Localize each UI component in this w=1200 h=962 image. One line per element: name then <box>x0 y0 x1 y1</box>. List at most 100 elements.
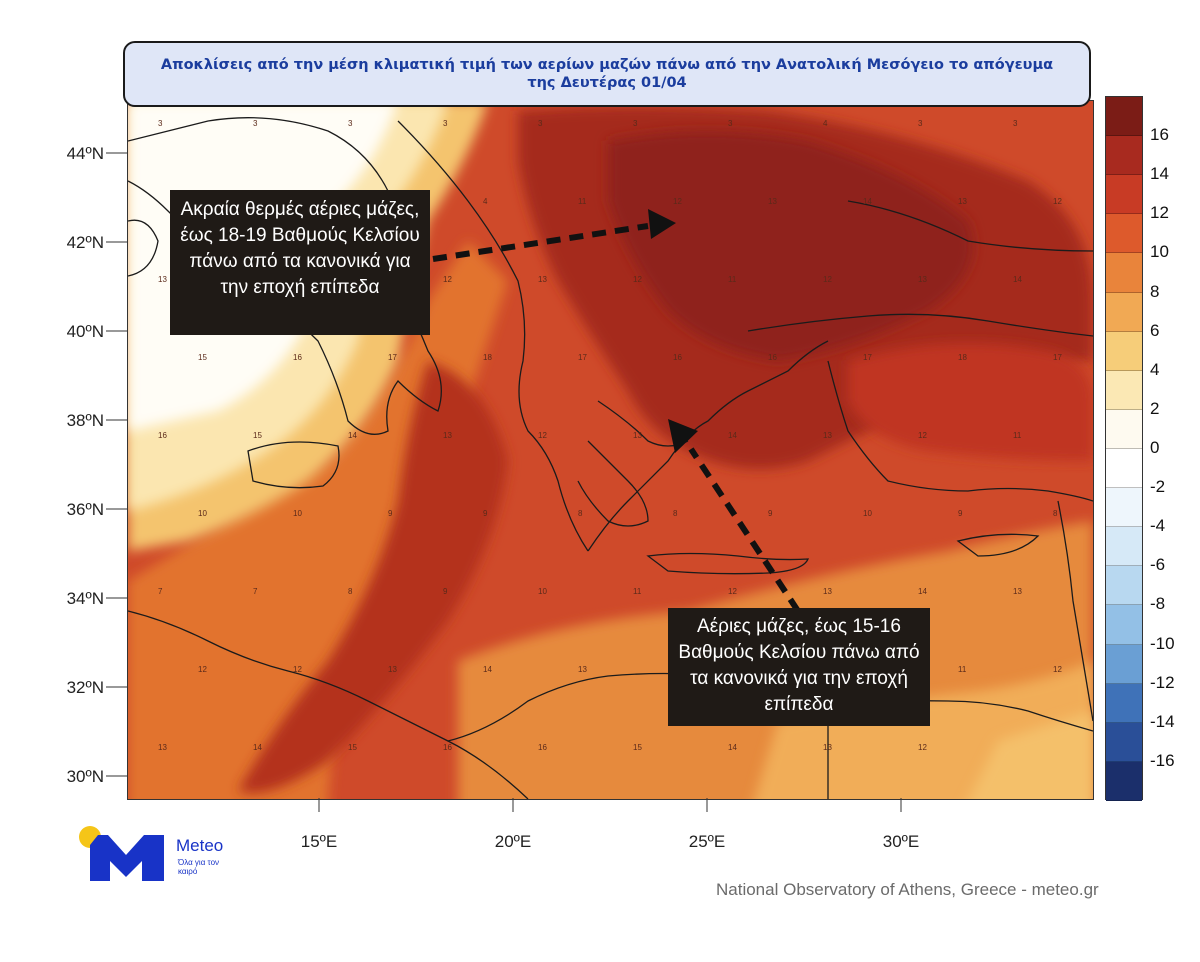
map-value-label: 13 <box>823 431 832 440</box>
colorbar-label: -4 <box>1150 516 1166 536</box>
map-value-label: 11 <box>1013 431 1022 440</box>
map-value-label: 12 <box>673 197 682 206</box>
map-value-label: 10 <box>198 509 207 518</box>
map-value-label: 16 <box>443 743 452 752</box>
map-title: Αποκλίσεις από την μέση κλιματική τιμή τ… <box>123 41 1091 107</box>
colorbar-label: 16 <box>1150 125 1169 145</box>
map-title-text: Αποκλίσεις από την μέση κλιματική τιμή τ… <box>160 57 1054 91</box>
map-value-label: 12 <box>918 431 927 440</box>
map-value-label: 13 <box>1013 587 1022 596</box>
map-value-label: 14 <box>483 665 492 674</box>
map-value-label: 8 <box>1053 509 1058 518</box>
map-value-label: 14 <box>728 431 737 440</box>
arrow-to-aegean <box>668 419 801 613</box>
anomaly-4-6-region <box>969 711 1093 799</box>
map-value-label: 16 <box>293 353 302 362</box>
colorbar-segment <box>1106 214 1142 254</box>
map-value-label: 13 <box>158 275 167 284</box>
colorbar-label: 0 <box>1150 438 1160 457</box>
colorbar-segment <box>1106 253 1142 293</box>
colorbar-label: 6 <box>1150 320 1160 340</box>
map-value-label: 14 <box>253 743 262 752</box>
colorbar-segment <box>1106 488 1142 528</box>
map-value-label: 11 <box>728 275 737 284</box>
colorbar-label: -12 <box>1150 672 1175 692</box>
logo-tagline: Όλα για τον καιρό <box>178 858 220 876</box>
map-value-label: 16 <box>158 431 167 440</box>
colorbar-segment <box>1106 97 1142 137</box>
anomaly-13-turkey <box>848 343 1093 461</box>
colorbar-segment <box>1106 136 1142 176</box>
map-value-label: 13 <box>388 665 397 674</box>
map-value-label: 4 <box>483 197 488 206</box>
anomaly-10-12-region <box>128 241 508 799</box>
map-value-label: 9 <box>388 509 393 518</box>
colorbar-segment <box>1106 331 1142 371</box>
callout-extreme-warm-text: Ακραία θερμές αέριες μάζες, έως 18-19 Βα… <box>180 199 420 298</box>
map-value-label: 8 <box>578 509 583 518</box>
map-value-label: 14 <box>863 197 872 206</box>
arrowhead-balkans <box>648 209 676 239</box>
map-value-label: 16 <box>538 743 547 752</box>
colorbar-label: 2 <box>1150 398 1160 418</box>
map-value-label: 10 <box>293 509 302 518</box>
map-value-label: 15 <box>348 743 357 752</box>
map-value-label: 14 <box>728 743 737 752</box>
lon-label-30: 30ºE <box>882 832 920 851</box>
map-value-label: 3 <box>538 119 543 128</box>
map-value-label: 3 <box>633 119 638 128</box>
map-value-label: 17 <box>388 353 397 362</box>
lat-label-42: 42ºN <box>66 233 104 252</box>
arrowhead-aegean <box>668 419 698 453</box>
map-value-label: 17 <box>1053 353 1062 362</box>
meteo-logo <box>79 826 164 881</box>
colorbar-segment <box>1106 370 1142 410</box>
map-value-label: 3 <box>348 119 353 128</box>
credit-text: National Observatory of Athens, Greece -… <box>716 880 1099 899</box>
lat-label-38: 38ºN <box>66 411 104 430</box>
map-value-label: 8 <box>673 509 678 518</box>
map-value-label: 12 <box>823 275 832 284</box>
map-value-label: 9 <box>958 509 963 518</box>
colorbar-segment <box>1106 566 1142 606</box>
colorbar <box>1105 96 1143 801</box>
map-value-label: 3 <box>728 119 733 128</box>
lat-label-36: 36ºN <box>66 500 104 519</box>
lon-tick-marks <box>318 798 902 812</box>
map-value-label: 11 <box>578 197 587 206</box>
anomaly-14-south-band <box>238 361 508 793</box>
map-value-label: 17 <box>863 353 872 362</box>
callout-extreme-warm: Ακραία θερμές αέριες μάζες, έως 18-19 Βα… <box>170 190 430 335</box>
lat-label-30: 30ºN <box>66 767 104 786</box>
map-value-label: 3 <box>253 119 258 128</box>
map-value-label: 12 <box>293 665 302 674</box>
map-value-label: 13 <box>633 431 642 440</box>
map-value-label: 11 <box>958 665 967 674</box>
colorbar-segment <box>1106 644 1142 684</box>
map-value-label: 13 <box>538 275 547 284</box>
lat-label-32: 32ºN <box>66 678 104 697</box>
map-value-label: 12 <box>918 743 927 752</box>
map-value-label: 12 <box>538 431 547 440</box>
map-value-label: 14 <box>918 587 927 596</box>
map-value-label: 3 <box>158 119 163 128</box>
map-value-label: 17 <box>578 353 587 362</box>
colorbar-segment <box>1106 292 1142 332</box>
lat-label-40: 40ºN <box>66 322 104 341</box>
map-value-label: 12 <box>728 587 737 596</box>
colorbar-label: -2 <box>1150 477 1166 497</box>
map-value-label: 7 <box>253 587 258 596</box>
lat-label-34: 34ºN <box>66 589 104 608</box>
colorbar-segment <box>1106 761 1142 801</box>
map-value-label: 14 <box>348 431 357 440</box>
colorbar-label: -10 <box>1150 633 1175 653</box>
map-value-label: 7 <box>158 587 163 596</box>
map-value-label: 13 <box>443 431 452 440</box>
map-value-label: 13 <box>823 743 832 752</box>
map-value-label: 3 <box>443 119 448 128</box>
colorbar-label: 8 <box>1150 281 1160 301</box>
colorbar-label: -14 <box>1150 711 1175 731</box>
map-value-label: 8 <box>348 587 353 596</box>
map-value-label: 12 <box>198 665 207 674</box>
anomaly-16-plus-region <box>608 131 973 361</box>
